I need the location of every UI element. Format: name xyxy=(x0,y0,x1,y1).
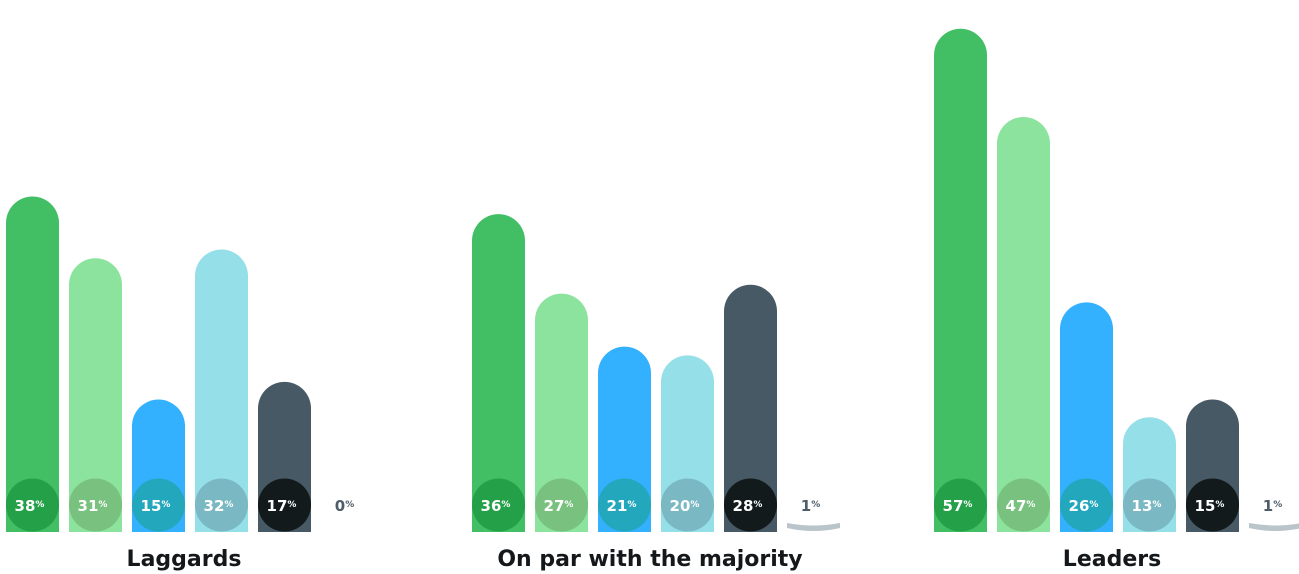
value-circle xyxy=(472,478,525,532)
data-label: 1% xyxy=(801,497,820,515)
value-circle xyxy=(6,478,59,532)
value-circle xyxy=(598,478,651,532)
data-label: 0% xyxy=(335,497,354,515)
value-circle xyxy=(132,478,185,532)
bar-group-3: 57% 47% 26% 13% 15% 1%Leaders xyxy=(934,28,1299,572)
bar-group-2: 36% 27% 21% 20% 28% 1%On par with the majorit… xyxy=(472,214,840,572)
bar-group-1: 38% 31% 15% 32% 17% 0%Laggards xyxy=(6,196,354,572)
category-label: Leaders xyxy=(1063,547,1161,572)
bar xyxy=(69,258,122,532)
bar xyxy=(472,214,525,532)
bar xyxy=(535,293,588,532)
value-circle xyxy=(724,478,777,532)
value-circle xyxy=(535,478,588,532)
category-label: Laggards xyxy=(127,547,242,572)
bar xyxy=(6,196,59,532)
data-label: 1% xyxy=(1263,497,1282,515)
bar xyxy=(195,249,248,532)
value-circle xyxy=(69,478,122,532)
bar xyxy=(934,28,987,532)
bar xyxy=(787,523,840,531)
bar xyxy=(724,284,777,532)
value-circle xyxy=(1186,478,1239,532)
bar xyxy=(1249,523,1299,531)
bar xyxy=(1060,302,1113,532)
value-circle xyxy=(1123,478,1176,532)
value-circle xyxy=(934,478,987,532)
value-circle xyxy=(195,478,248,532)
category-label: On par with the majority xyxy=(497,547,802,572)
value-circle xyxy=(661,478,714,532)
value-circle xyxy=(997,478,1050,532)
bar xyxy=(997,116,1050,533)
value-circle xyxy=(1060,478,1113,532)
value-circle xyxy=(258,478,311,532)
